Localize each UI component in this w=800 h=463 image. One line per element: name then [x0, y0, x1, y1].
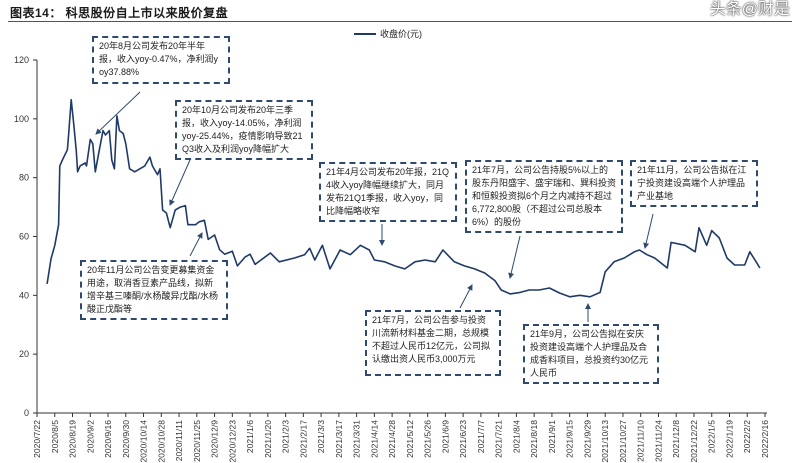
annotation-4: 21年7月，公司公告持股5%以上的股东丹阳盛宇、盛宇瑞和、巽科投资和恒毅投资拟6… — [465, 160, 623, 233]
annotation-7: 21年7月，公司公告参与投资川流新材料基金二期，总规模不超过人民币12亿元，公司… — [365, 310, 501, 376]
x-tick-label: 2021/9/29 — [582, 420, 592, 458]
annotation-arrow-2 — [169, 159, 191, 206]
x-tick-label: 2021/12/22 — [689, 420, 699, 463]
x-tick-label: 2021/10/13 — [600, 420, 610, 463]
x-tick-label: 2021/7/7 — [476, 420, 486, 453]
annotation-6: 20年11月公司公告变更募集资金用途，取消香豆素产品线，拟新增辛基三嗪酮/水杨酸… — [80, 260, 228, 320]
annotation-arrow-6 — [189, 232, 203, 257]
x-tick-label: 2020/8/19 — [68, 420, 78, 458]
figure-title: 图表14： 科思股份自上市以来股价复盘 — [10, 6, 229, 20]
x-tick-label: 2021/2/3 — [281, 420, 291, 453]
x-tick-label: 2021/9/1 — [547, 420, 557, 453]
x-tick-label: 2020/7/22 — [32, 420, 42, 458]
legend-line-swatch — [354, 32, 376, 35]
annotation-5: 21年11月，公司公告拟在江宁投资建设高端个人护理品产业基地 — [630, 160, 758, 207]
x-tick-label: 2022/1/5 — [707, 420, 717, 453]
y-tick-label: 20 — [19, 349, 29, 359]
x-tick-label: 2021/6/9 — [440, 420, 450, 453]
title-divider — [8, 21, 792, 22]
y-tick-label: 100 — [14, 114, 29, 124]
x-tick-label: 2021/11/24 — [653, 420, 663, 462]
x-tick-label: 2022/2/16 — [760, 420, 770, 458]
watermark: 头条@财是 — [709, 1, 790, 18]
x-tick-label: 2020/9/16 — [103, 420, 113, 458]
annotation-1: 20年8月公司发布20年半年报，收入yoy-0.47%，净利润yoy37.88% — [92, 36, 230, 84]
x-tick-label: 2021/1/6 — [245, 420, 255, 453]
x-tick-label: 2021/3/17 — [334, 420, 344, 458]
annotation-arrow-4 — [508, 235, 521, 279]
x-tick-label: 2021/1/20 — [263, 420, 273, 458]
annotation-arrow-7 — [459, 284, 473, 309]
x-tick-label: 2020/9/2 — [85, 420, 95, 453]
legend-label: 收盘价(元) — [380, 29, 422, 39]
annotation-arrow-1 — [95, 91, 141, 135]
x-tick-label: 2020/10/28 — [156, 420, 166, 463]
x-tick-label: 2021/12/8 — [671, 420, 681, 458]
x-tick-label: 2021/11/10 — [636, 420, 646, 462]
x-tick-label: 2021/5/12 — [405, 420, 415, 458]
y-tick-label: 120 — [14, 55, 29, 65]
x-tick-label: 2020/10/14 — [139, 420, 149, 463]
x-tick-label: 2021/6/23 — [458, 420, 468, 458]
x-tick-label: 2021/2/17 — [298, 420, 308, 458]
annotation-arrow-5 — [643, 213, 654, 249]
annotation-2: 20年10月公司发布20年三季报，收入yoy-14.05%，净利润yoy-25.… — [175, 100, 313, 160]
x-tick-label: 2021/10/27 — [618, 420, 628, 463]
x-tick-label: 2021/9/15 — [565, 420, 575, 458]
x-tick-label: 2022/2/2 — [742, 420, 752, 453]
y-tick-label: 0 — [24, 408, 29, 418]
x-tick-label: 2020/9/30 — [121, 420, 131, 458]
x-tick-label: 2021/5/26 — [423, 420, 433, 458]
x-tick-label: 2021/7/21 — [494, 420, 504, 458]
annotation-8: 21年9月，公司公告拟在安庆投资建设高端个人护理品及合成香料项目，总投资约30亿… — [523, 324, 659, 384]
y-tick-label: 60 — [19, 232, 29, 242]
y-tick-label: 80 — [19, 173, 29, 183]
x-tick-label: 2020/12/23 — [227, 420, 237, 463]
x-tick-label: 2021/3/3 — [316, 420, 326, 453]
x-tick-label: 2020/8/5 — [50, 420, 60, 453]
x-tick-label: 2021/3/31 — [352, 420, 362, 458]
x-tick-label: 2022/1/19 — [724, 420, 734, 458]
x-tick-label: 2021/4/14 — [369, 420, 379, 458]
x-tick-label: 2020/12/9 — [210, 420, 220, 458]
y-tick-label: 40 — [19, 290, 29, 300]
legend: 收盘价(元) — [354, 27, 422, 40]
x-tick-label: 2021/8/4 — [511, 420, 521, 453]
x-tick-label: 2021/8/18 — [529, 420, 539, 458]
x-tick-label: 2020/11/25 — [192, 420, 202, 462]
x-tick-label: 2020/11/11 — [174, 420, 184, 462]
x-tick-label: 2021/4/28 — [387, 420, 397, 458]
annotation-3: 21年4月公司发布20年报，21Q4收入yoy降幅继续扩大，同月发布21Q1季报… — [319, 162, 457, 222]
